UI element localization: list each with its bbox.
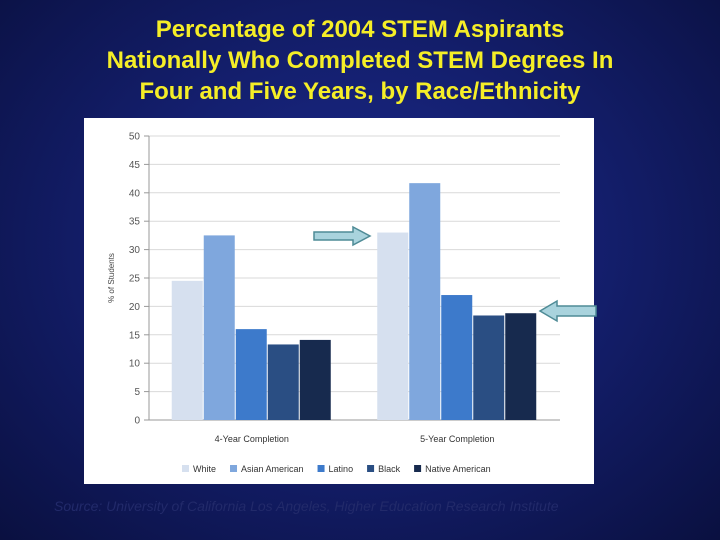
y-tick-label: 5 <box>134 387 140 398</box>
y-tick-label: 50 <box>129 132 141 143</box>
y-tick-label: 30 <box>129 245 141 256</box>
bar-white <box>377 232 409 420</box>
legend-label: White <box>193 464 216 474</box>
y-tick-label: 40 <box>129 188 141 199</box>
legend-swatch <box>230 465 238 472</box>
bar-native-american <box>505 313 537 420</box>
y-tick-label: 20 <box>129 302 141 313</box>
bar-asian-american <box>203 235 235 420</box>
y-tick-label: 0 <box>134 416 140 427</box>
y-tick-label: 15 <box>129 330 141 341</box>
bar-white <box>171 280 203 420</box>
bar-latino <box>235 329 267 420</box>
legend-label: Black <box>378 464 401 474</box>
legend-swatch <box>317 465 325 472</box>
x-category-label: 5-Year Completion <box>420 434 494 444</box>
x-category-label: 4-Year Completion <box>215 434 289 444</box>
y-tick-label: 35 <box>129 217 141 228</box>
arrow-right-icon <box>313 225 372 247</box>
y-tick-label: 25 <box>129 274 141 285</box>
bar-asian-american <box>409 183 441 420</box>
y-tick-label: 10 <box>129 359 141 370</box>
legend-label: Latino <box>329 464 354 474</box>
legend-swatch <box>182 465 189 472</box>
bar-black <box>473 315 505 420</box>
legend-swatch <box>367 465 375 472</box>
bar-latino <box>441 295 473 420</box>
legend-label: Asian American <box>241 464 304 474</box>
legend-label: Native American <box>425 464 491 474</box>
bar-black <box>267 344 299 420</box>
chart-panel: 0 5 10 15 20 25 30 35 40 45 50 % of Students 4-Year … <box>84 118 594 484</box>
y-tick-label: 45 <box>129 160 141 171</box>
title-line-3: Four and Five Years, by Race/Ethnicity <box>139 78 581 105</box>
bar-native-american <box>299 339 331 420</box>
title-line-2: Nationally Who Completed STEM Degrees In <box>106 47 614 74</box>
y-axis-label: % of Students <box>107 253 116 303</box>
arrow-left-icon <box>538 299 597 323</box>
bar-chart: 0 5 10 15 20 25 30 35 40 45 50 % of Students 4-Year … <box>107 132 560 474</box>
legend-swatch <box>414 465 422 472</box>
source-note: Source: University of California Los Ang… <box>54 498 559 514</box>
slide-title: Percentage of 2004 STEM Aspirants Nation… <box>0 14 720 107</box>
title-line-1: Percentage of 2004 STEM Aspirants <box>155 16 565 43</box>
